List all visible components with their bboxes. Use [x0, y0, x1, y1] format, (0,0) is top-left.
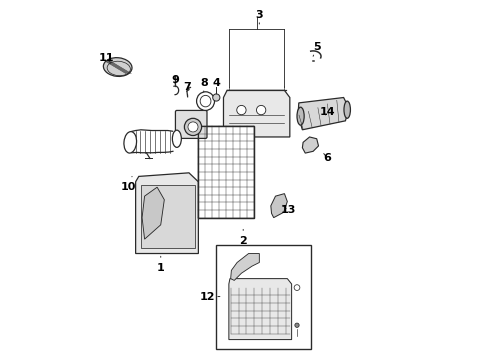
Ellipse shape [297, 107, 304, 125]
Polygon shape [223, 90, 290, 137]
Text: 5: 5 [313, 42, 320, 56]
Circle shape [237, 105, 246, 115]
Text: 11: 11 [99, 53, 115, 63]
Text: 8: 8 [200, 78, 208, 92]
Polygon shape [298, 98, 349, 130]
Ellipse shape [344, 101, 350, 118]
Bar [216, 244, 311, 348]
Polygon shape [229, 279, 292, 339]
Text: 4: 4 [212, 78, 220, 94]
Polygon shape [141, 185, 195, 248]
Text: 14: 14 [319, 107, 335, 117]
Bar [198, 126, 254, 218]
FancyBboxPatch shape [175, 111, 207, 138]
Polygon shape [271, 194, 287, 218]
Ellipse shape [103, 58, 132, 76]
Circle shape [295, 323, 299, 327]
Circle shape [294, 285, 300, 291]
Text: 2: 2 [239, 229, 247, 246]
Polygon shape [142, 187, 164, 239]
Circle shape [256, 105, 266, 115]
Text: 13: 13 [280, 205, 296, 216]
Ellipse shape [124, 132, 137, 153]
Text: 7: 7 [184, 82, 192, 96]
Text: 10: 10 [121, 176, 136, 192]
Text: 9: 9 [171, 75, 179, 85]
Circle shape [188, 122, 198, 132]
Ellipse shape [196, 92, 215, 111]
Circle shape [213, 94, 220, 101]
Polygon shape [302, 137, 318, 153]
Circle shape [184, 118, 201, 135]
Text: 3: 3 [255, 10, 263, 24]
Text: 12: 12 [199, 292, 220, 302]
Text: 6: 6 [323, 153, 331, 163]
Ellipse shape [172, 130, 181, 147]
Polygon shape [136, 173, 198, 253]
Bar [198, 126, 254, 218]
Polygon shape [231, 253, 259, 280]
Text: 1: 1 [157, 256, 165, 273]
Ellipse shape [200, 95, 211, 107]
